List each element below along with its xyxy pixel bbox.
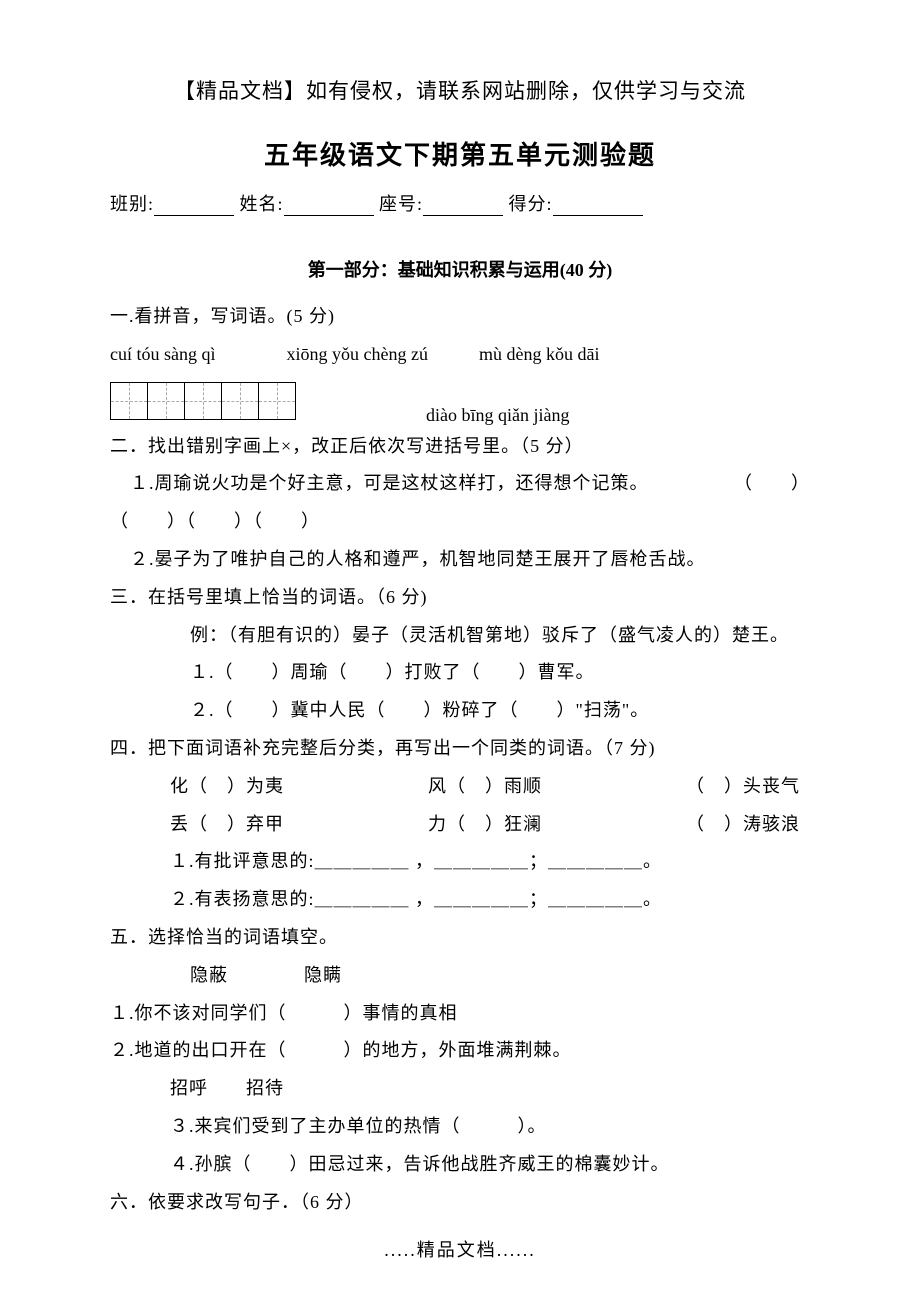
footer-text: .....精品文档...... [0, 1236, 920, 1262]
q2-line-2: ２.晏子为了唯护自己的人格和遵严，机智地同楚王展开了唇枪舌战。 [110, 541, 810, 579]
q5-words-2: 招呼 招待 [110, 1070, 810, 1108]
q1-pinyin-4: diào bīng qiǎn jiàng [426, 405, 569, 428]
q4-word-2b: 力（ ）狂澜 [428, 806, 542, 844]
q4-heading: 四．把下面词语补充完整后分类，再写出一个同类的词语。（7 分) [110, 730, 810, 768]
q2-heading: 二．找出错别字画上×，改正后依次写进括号里。（5 分） [110, 428, 810, 466]
grid-cell [221, 382, 259, 420]
score-label: 得分: [509, 194, 553, 214]
q2-paren-right: （ ） [734, 465, 810, 503]
header-notice: 【精品文档】如有侵权，请联系网站删除，仅供学习与交流 [110, 75, 810, 105]
q1-pinyin-row: cuí tóu sàng qì xiōng yǒu chèng zú mù dè… [110, 336, 810, 374]
q1-heading: 一.看拼音，写词语。(5 分) [110, 298, 810, 336]
q1-answer-grid [110, 382, 296, 420]
section-1-title: 第一部分：基础知识积累与运用(40 分) [110, 256, 810, 282]
score-blank [553, 198, 643, 216]
q5-line-2: ２.地道的出口开在（ ）的地方，外面堆满荆棘。 [110, 1032, 810, 1070]
q5-line-1: １.你不该对同学们（ ）事情的真相 [110, 995, 810, 1033]
q2-brackets: （ ）（ ）（ ） [110, 503, 810, 541]
q2-line-1-text: １.周瑜说火功是个好主意，可是这杖这样打，还得想个记策。 [130, 473, 649, 493]
q4-word-2c: （ ）涛骇浪 [686, 806, 800, 844]
q1-pinyin-1: cuí tóu sàng qì [110, 344, 216, 364]
q1-pinyin-3: mù dèng kǒu dāi [479, 344, 599, 364]
q4-word-2a: 丢（ ）弃甲 [170, 806, 284, 844]
class-blank [154, 198, 234, 216]
q1-pinyin-2: xiōng yǒu chèng zú [287, 344, 428, 364]
grid-cell [110, 382, 148, 420]
seat-blank [423, 198, 503, 216]
q4-line-1: １.有批评意思的:＿＿＿＿＿ ，＿＿＿＿＿；＿＿＿＿＿。 [110, 843, 810, 881]
q4-row-1: 化（ ）为夷 风（ ）雨顺 （ ）头丧气 [110, 768, 810, 806]
name-blank [284, 198, 374, 216]
q4-line-2: ２.有表扬意思的:＿＿＿＿＿ ，＿＿＿＿＿；＿＿＿＿＿。 [110, 881, 810, 919]
q4-row-2: 丢（ ）弃甲 力（ ）狂澜 （ ）涛骇浪 [110, 806, 810, 844]
seat-label: 座号: [379, 194, 423, 214]
q3-line-1: １.（ ）周瑜（ ）打败了（ ）曹军。 [110, 654, 810, 692]
q5-line-4: ４.孙膑（ ）田忌过来，告诉他战胜齐威王的棉囊妙计。 [110, 1146, 810, 1184]
name-label: 姓名: [240, 194, 284, 214]
q5-heading: 五．选择恰当的词语填空。 [110, 919, 810, 957]
q6-heading: 六．依要求改写句子．（6 分） [110, 1184, 810, 1222]
class-label: 班别: [110, 194, 154, 214]
q3-line-2: ２.（ ）冀中人民（ ）粉碎了（ ）"扫荡"。 [110, 692, 810, 730]
student-info-line: 班别: 姓名: 座号: 得分: [110, 190, 810, 216]
q5-words-1: 隐蔽 隐瞒 [110, 957, 810, 995]
grid-cell [147, 382, 185, 420]
q4-word-1b: 风（ ）雨顺 [428, 768, 542, 806]
q5-line-3: ３.来宾们受到了主办单位的热情（ ）。 [110, 1108, 810, 1146]
page-title: 五年级语文下期第五单元测验题 [110, 135, 810, 172]
q3-heading: 三．在括号里填上恰当的词语。（6 分) [110, 579, 810, 617]
grid-cell [258, 382, 296, 420]
q2-line-1: １.周瑜说火功是个好主意，可是这杖这样打，还得想个记策。 （ ） [110, 465, 810, 503]
q4-word-1a: 化（ ）为夷 [170, 768, 284, 806]
grid-cell [184, 382, 222, 420]
q3-example: 例：（有胆有识的）晏子（灵活机智第地）驳斥了（盛气凌人的）楚王。 [110, 617, 810, 655]
q4-word-1c: （ ）头丧气 [686, 768, 800, 806]
